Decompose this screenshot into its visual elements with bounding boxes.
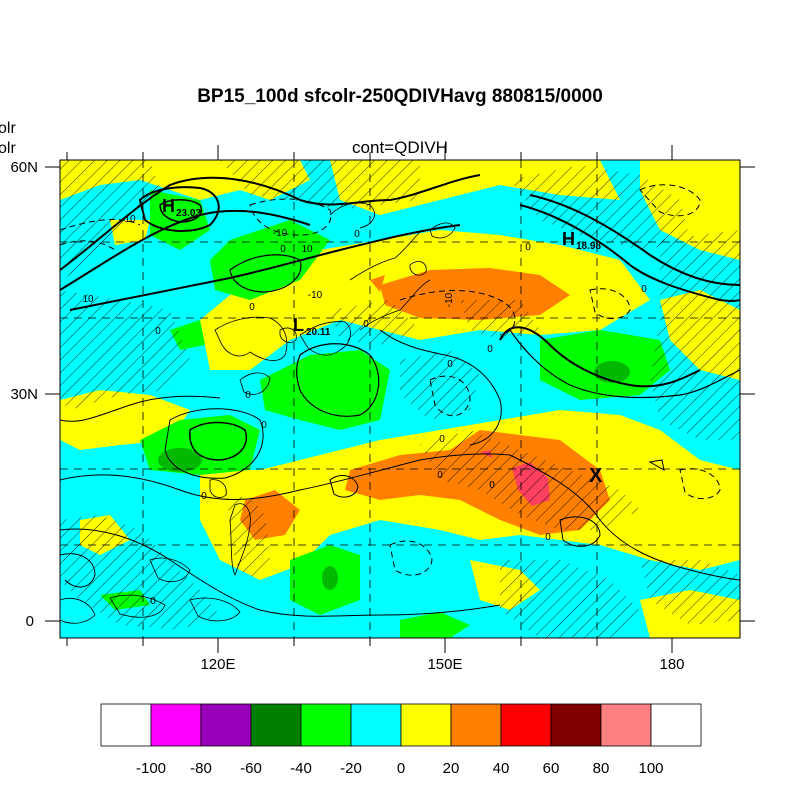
axis-ticks — [45, 145, 755, 653]
contour-label: 0 — [447, 359, 453, 370]
left-label-1: olr — [0, 120, 16, 137]
high-marker-value: 23.03 — [176, 208, 201, 219]
colorbar-swatch — [400, 703, 452, 747]
gridlines — [60, 160, 740, 638]
colorbar-label: 80 — [593, 760, 610, 777]
contour-label: 10 — [124, 214, 136, 225]
contour-label: 10 — [301, 244, 313, 255]
colorbar-swatch — [250, 703, 302, 747]
low-marker-letter: L — [293, 315, 304, 335]
high-marker-value: 18.98 — [576, 241, 601, 252]
lon-tick-label: 120E — [200, 656, 235, 673]
colorbar-label: 0 — [397, 760, 405, 777]
colorbar-swatch — [500, 703, 552, 747]
contour-label: 0 — [363, 319, 369, 330]
lon-tick-label: 150E — [427, 656, 462, 673]
colorbar-swatch — [600, 703, 652, 747]
contour-label: 0 — [525, 242, 531, 253]
lat-tick-label: 60N — [10, 159, 38, 176]
colorbar-swatch — [300, 703, 352, 747]
colorbar-swatch — [150, 703, 202, 747]
lon-tick-label: 180 — [659, 656, 684, 673]
colorbar-swatch — [650, 703, 702, 747]
contour-label: 0 — [354, 229, 360, 240]
colorbar-swatch — [450, 703, 502, 747]
contour-label-group: 10 10 10 -10 -10 -10 0 0 0 0 0 0 0 0 0 0… — [82, 214, 647, 607]
contour-label: -10 — [308, 290, 323, 301]
colorbar-label: -60 — [240, 760, 262, 777]
colorbar-label: -80 — [190, 760, 212, 777]
map-subtitle: cont=QDIVH — [352, 138, 448, 157]
contour-label: 0 — [245, 390, 251, 401]
map-plot-area — [60, 160, 740, 638]
contour-label: -10 — [273, 228, 288, 239]
colorbar-label: 20 — [443, 760, 460, 777]
colorbar-swatch — [350, 703, 402, 747]
contour-label: 0 — [545, 532, 551, 543]
contour-label: 0 — [437, 470, 443, 481]
qdivh-contours — [60, 174, 740, 617]
contour-label: 0 — [150, 596, 156, 607]
lat-tick-label: 0 — [26, 613, 34, 630]
colorbar-swatch — [200, 703, 252, 747]
map-title: BP15_100d sfcolr-250QDIVHavg 880815/0000 — [197, 86, 603, 107]
contour-label: 10 — [82, 294, 94, 305]
contour-label: 0 — [641, 284, 647, 295]
extrema-markers: H 23.03 H 18.98 L 20.11 X — [162, 196, 603, 487]
colorbar-label: -100 — [136, 760, 166, 777]
plot-frame — [59, 159, 741, 639]
x-marker: X — [589, 465, 603, 487]
colorbar-swatch — [550, 703, 602, 747]
colorbar-label: -40 — [290, 760, 312, 777]
colorbar-label: 60 — [543, 760, 560, 777]
low-marker-value: 20.11 — [306, 327, 331, 338]
contour-label: 0 — [487, 344, 493, 355]
contour-label: -10 — [444, 292, 455, 307]
contour-label: 0 — [249, 302, 255, 313]
colorbar-label: -20 — [340, 760, 362, 777]
high-marker-letter: H — [162, 196, 175, 216]
contour-label: 0 — [201, 491, 207, 502]
axis-tick-labels: 60N 30N 0 120E 150E 180 — [10, 159, 684, 673]
colorbar: -100 -80 -60 -40 -20 0 20 40 60 80 100 — [100, 703, 702, 777]
lat-tick-label: 30N — [10, 386, 38, 403]
contour-label: 0 — [280, 244, 286, 255]
contour-label: 0 — [261, 420, 267, 431]
left-label-2: olr — [0, 140, 16, 157]
high-marker-letter: H — [562, 229, 575, 249]
colorbar-label: 100 — [638, 760, 663, 777]
contour-label: 0 — [155, 326, 161, 337]
colorbar-swatch — [100, 703, 152, 747]
contour-label: 0 — [439, 434, 445, 445]
colorbar-label: 40 — [493, 760, 510, 777]
contour-label: 0 — [489, 480, 495, 491]
